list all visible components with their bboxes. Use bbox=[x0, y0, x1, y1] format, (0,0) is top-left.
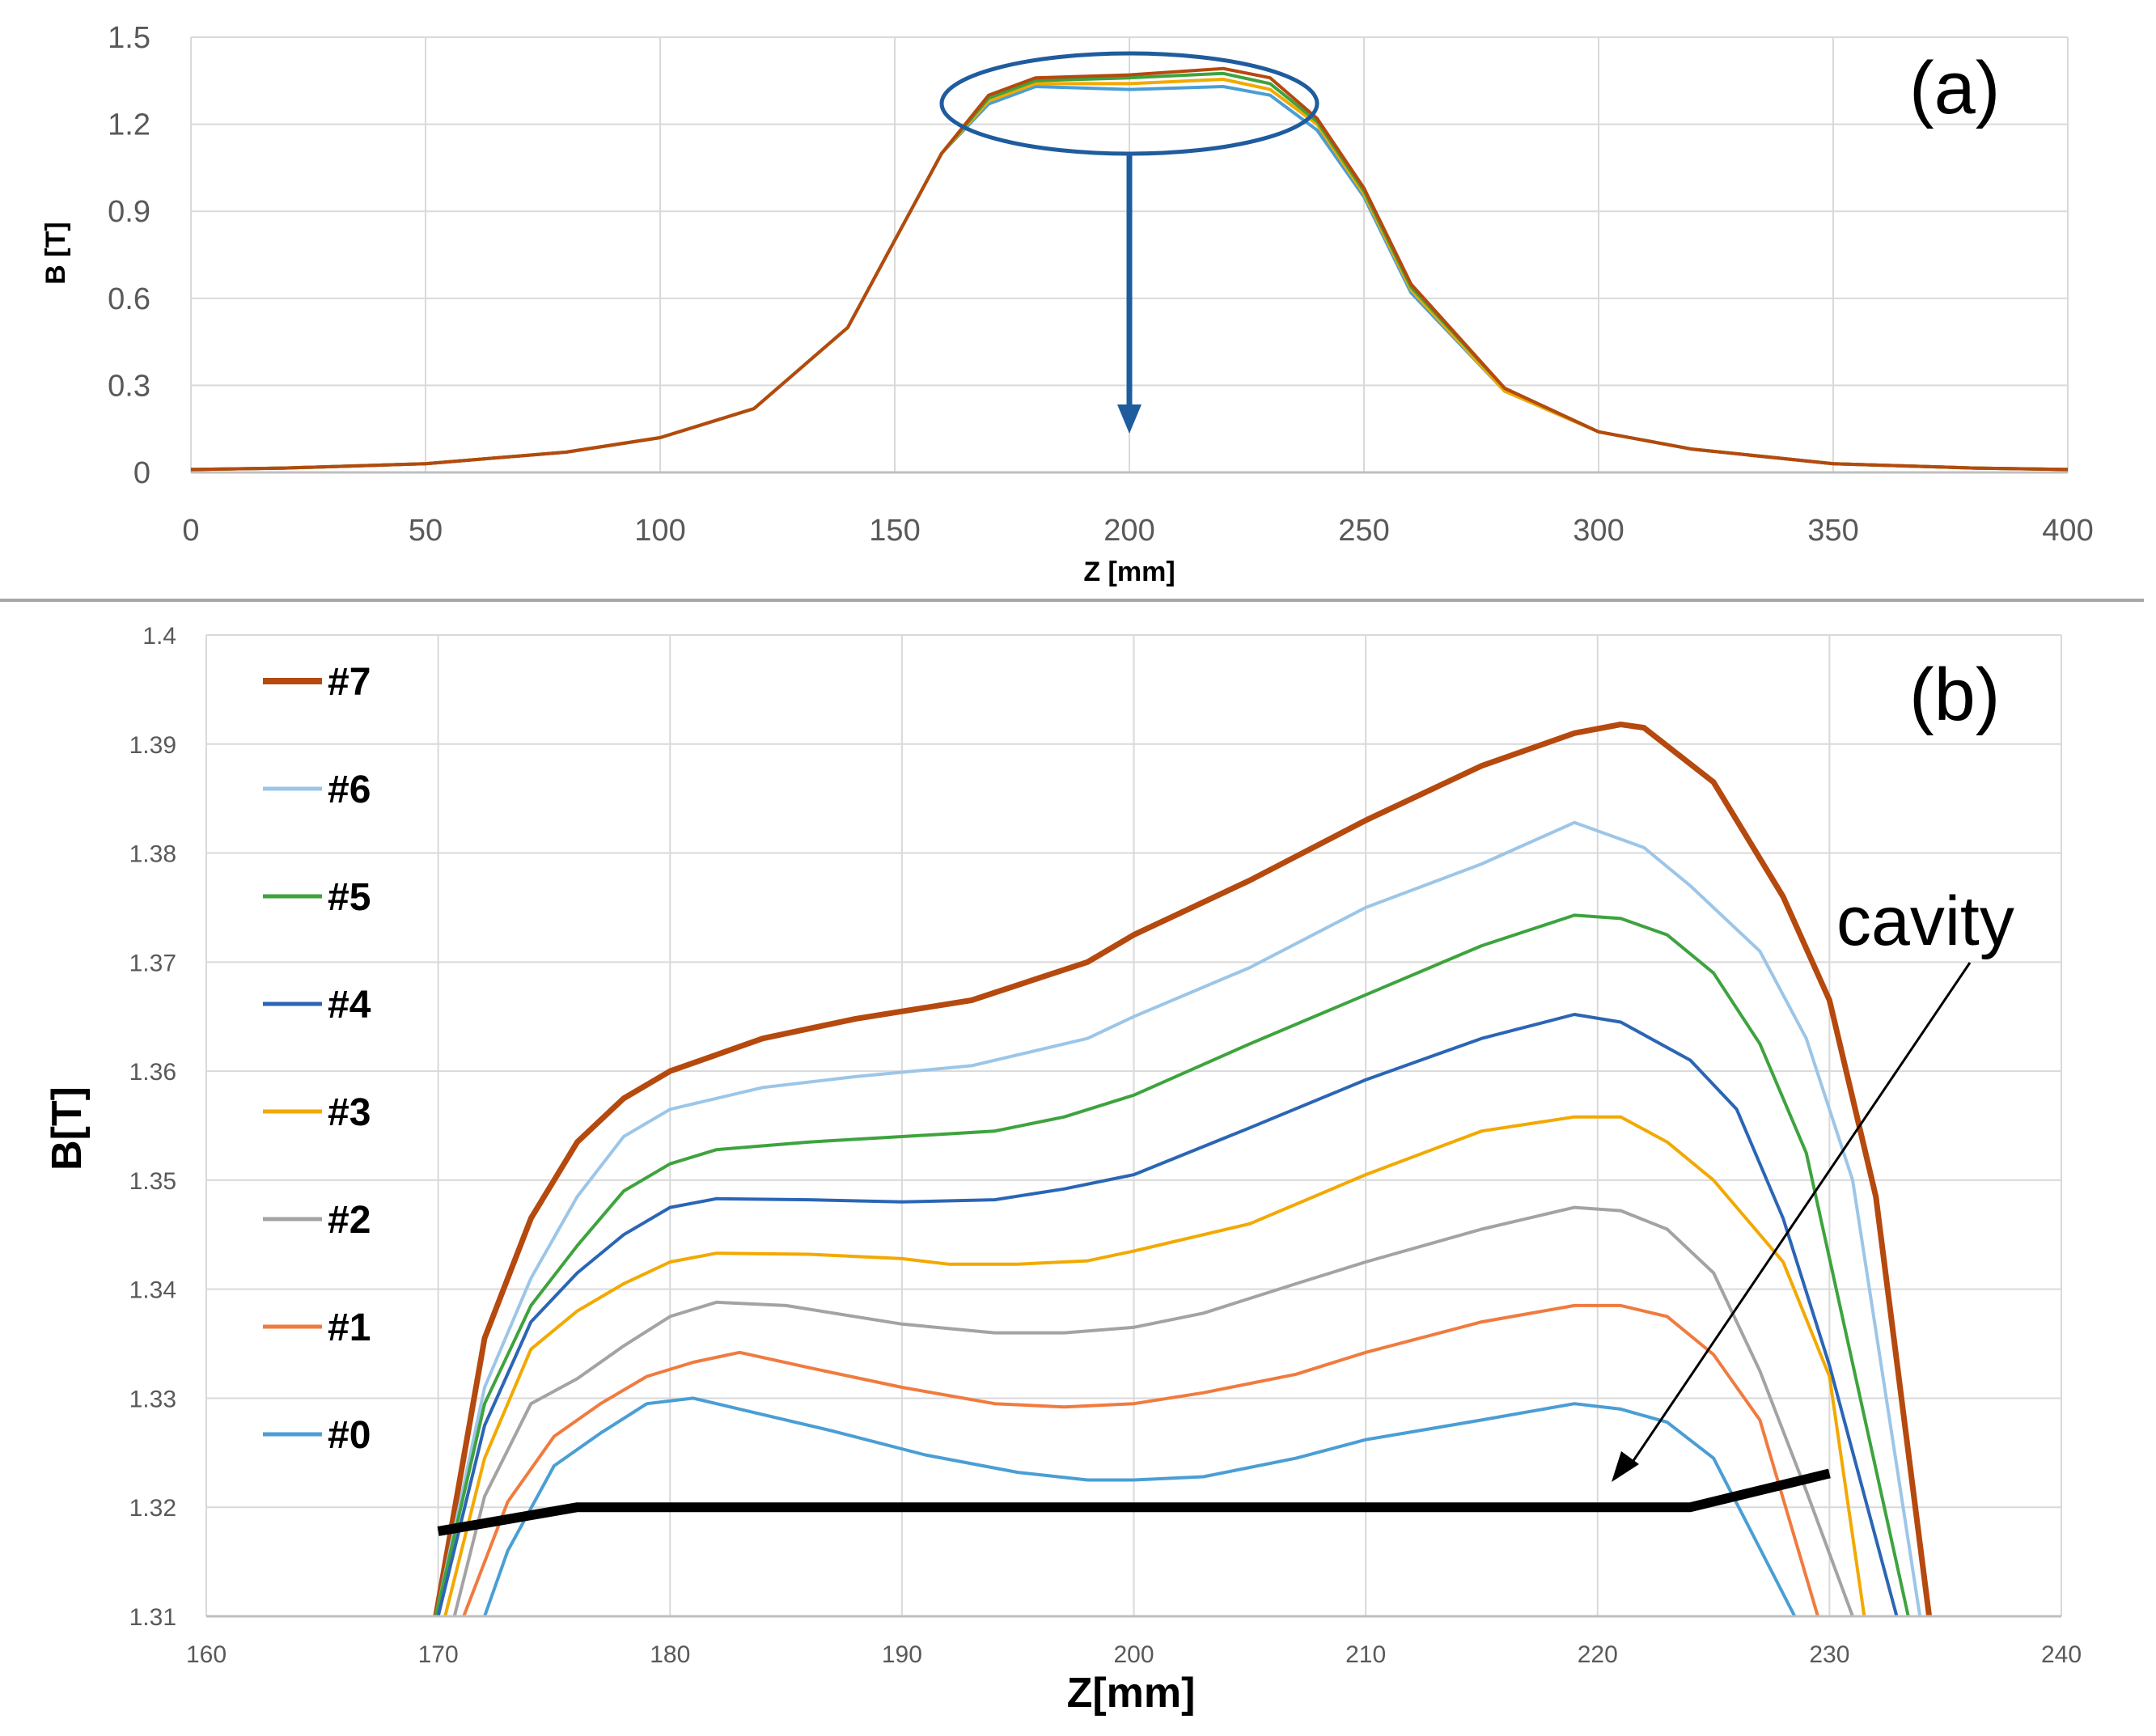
panel-a-x-tick-label: 150 bbox=[869, 514, 920, 548]
panel-b-y-tick-label: 1.36 bbox=[129, 1059, 176, 1086]
panel-b-series-line-0 bbox=[483, 1396, 1797, 1616]
panel-b-x-tick-label: 220 bbox=[1578, 1641, 1618, 1668]
panel-b-x-axis-label: Z[mm] bbox=[1067, 1670, 1196, 1717]
panel-b-y-tick-label: 1.39 bbox=[129, 732, 176, 759]
panel-a-x-tick-label: 100 bbox=[634, 514, 685, 548]
panel-a-x-tick-label: 0 bbox=[182, 514, 199, 548]
panel-b-series bbox=[433, 722, 1933, 1616]
panel-a-x-tick-label: 50 bbox=[409, 514, 443, 548]
panel-b-series-line-3 bbox=[443, 1115, 1866, 1616]
panel-a-x-tick-labels: 0 50 100 150 200 250 300 350 400 bbox=[182, 514, 2093, 548]
panel-a-y-tick-labels: 0 0.3 0.6 0.9 1.2 1.5 bbox=[108, 21, 150, 490]
panel-a-chart: 0 50 100 150 200 250 300 350 400 0 0.3 0.6 0.9 1.2 1.… bbox=[40, 21, 2094, 587]
panel-b-legend: #7 #6 #5 #4 #3 #2 #1 #0 bbox=[263, 661, 371, 1457]
cavity-annotation-label: cavity bbox=[1836, 883, 2014, 960]
panel-a-x-tick-label: 300 bbox=[1573, 514, 1624, 548]
panel-b-x-tick-label: 170 bbox=[418, 1641, 459, 1668]
panel-a-series-line-7 bbox=[190, 66, 2069, 472]
legend-label-4: #4 bbox=[328, 984, 371, 1027]
panel-a-y-tick-label: 1.2 bbox=[108, 108, 150, 142]
panel-a-x-tick-label: 400 bbox=[2042, 514, 2093, 548]
legend-label-5: #5 bbox=[328, 876, 371, 919]
panel-b-gridlines bbox=[205, 634, 2062, 1617]
panel-b-series-line-5 bbox=[434, 913, 1910, 1616]
panel-a-y-tick-label: 0.6 bbox=[108, 282, 150, 316]
panel-b-cavity-line bbox=[437, 1468, 1831, 1536]
legend-label-3: #3 bbox=[328, 1091, 371, 1134]
panel-b-y-tick-label: 1.35 bbox=[129, 1168, 176, 1195]
panel-b-x-tick-label: 160 bbox=[186, 1641, 227, 1668]
panel-b-x-tick-label: 210 bbox=[1345, 1641, 1386, 1668]
panel-b-y-tick-label: 1.37 bbox=[129, 950, 176, 976]
cavity-annotation-arrow-shaft bbox=[1626, 962, 1972, 1470]
panel-b-label: (b) bbox=[1909, 654, 2000, 736]
panel-a-down-arrow-head bbox=[1117, 404, 1142, 434]
panel-b-y-tick-label: 1.33 bbox=[129, 1386, 176, 1412]
panel-b-series-line-4 bbox=[436, 1013, 1899, 1616]
cavity-annotation-arrow-head bbox=[1612, 1451, 1639, 1482]
panel-a-series bbox=[190, 66, 2069, 472]
panel-b-x-tick-label: 200 bbox=[1113, 1641, 1154, 1668]
panel-b-chart: 160 170 180 190 200 210 220 230 240 1.31 1.32 1.33… bbox=[44, 623, 2082, 1717]
panel-b-y-tick-label: 1.31 bbox=[129, 1604, 176, 1631]
panel-b-x-tick-label: 180 bbox=[650, 1641, 690, 1668]
panel-b-x-tick-label: 190 bbox=[882, 1641, 922, 1668]
panel-b-x-tick-label: 240 bbox=[2041, 1641, 2082, 1668]
panel-b-y-tick-label: 1.32 bbox=[129, 1495, 176, 1522]
panel-a-y-axis-label: B [T] bbox=[40, 222, 71, 284]
panel-a-y-tick-label: 0 bbox=[133, 456, 150, 490]
legend-label-1: #1 bbox=[328, 1306, 371, 1349]
panel-a-x-axis-label: Z [mm] bbox=[1083, 557, 1175, 587]
panel-a-y-tick-label: 0.9 bbox=[108, 195, 150, 229]
panel-a-y-tick-label: 1.5 bbox=[108, 21, 150, 55]
panel-a-y-tick-label: 0.3 bbox=[108, 369, 150, 403]
panel-b-y-tick-label: 1.4 bbox=[142, 623, 176, 650]
panel-b-series-line-1 bbox=[462, 1303, 1819, 1616]
panel-a-x-tick-label: 250 bbox=[1338, 514, 1389, 548]
panel-a-x-tick-label: 200 bbox=[1103, 514, 1154, 548]
legend-label-6: #6 bbox=[328, 768, 371, 811]
panel-a-x-tick-label: 350 bbox=[1807, 514, 1858, 548]
panel-b-y-axis-label: B[T] bbox=[44, 1086, 91, 1171]
panel-b-x-tick-label: 230 bbox=[1809, 1641, 1849, 1668]
panel-b-x-tick-labels: 160 170 180 190 200 210 220 230 240 bbox=[186, 1641, 2082, 1668]
panel-b-y-tick-label: 1.38 bbox=[129, 841, 176, 868]
legend-label-7: #7 bbox=[328, 661, 371, 704]
panel-b-y-tick-label: 1.34 bbox=[129, 1277, 176, 1304]
legend-label-0: #0 bbox=[328, 1414, 371, 1457]
panel-b-y-tick-labels: 1.31 1.32 1.33 1.34 1.35 1.36 1.37 1.38 1.39 1.4 bbox=[129, 623, 176, 1631]
panel-b-series-line-2 bbox=[452, 1205, 1854, 1616]
panel-b-series-line-7 bbox=[433, 722, 1933, 1616]
legend-label-2: #2 bbox=[328, 1199, 371, 1242]
cavity-line bbox=[437, 1468, 1831, 1536]
panel-a-label: (a) bbox=[1909, 47, 2000, 129]
panel-b-series-line-6 bbox=[434, 820, 1922, 1616]
